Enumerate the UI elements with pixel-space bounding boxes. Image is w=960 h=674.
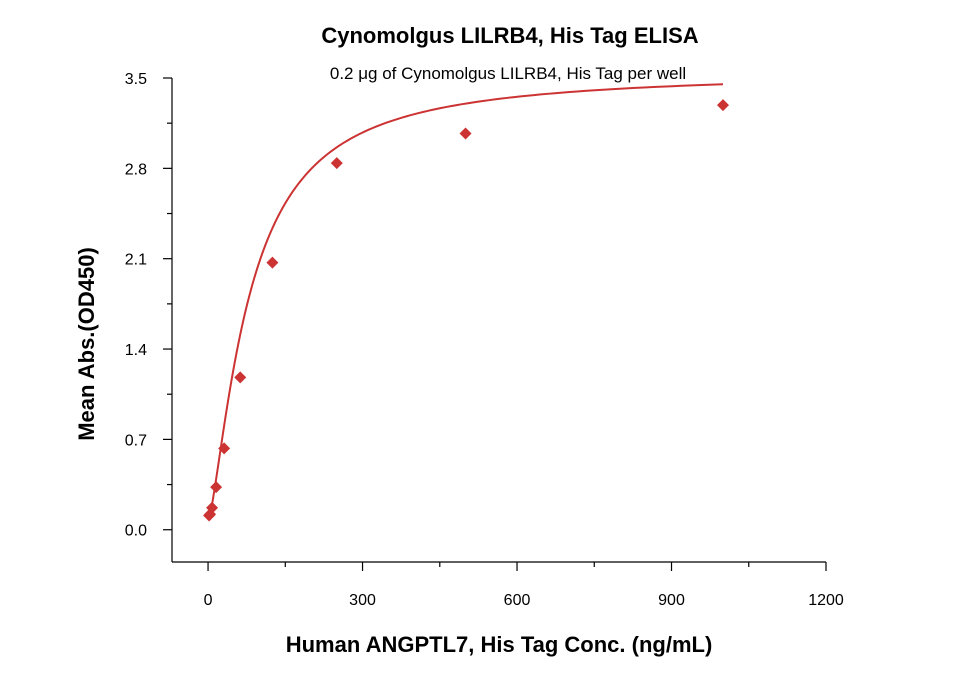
data-point bbox=[266, 256, 279, 269]
fit-curve-group bbox=[208, 83, 724, 519]
x-axis-title: Human ANGPTL7, His Tag Conc. (ng/mL) bbox=[286, 632, 713, 657]
y-tick-label: 2.8 bbox=[125, 161, 147, 178]
y-tick-label: 1.4 bbox=[125, 342, 147, 359]
y-axis-title: Mean Abs.(OD450) bbox=[74, 247, 99, 441]
data-point bbox=[459, 127, 472, 140]
data-point bbox=[717, 99, 730, 112]
x-tick-label: 0 bbox=[204, 592, 213, 609]
y-tick-label: 0.0 bbox=[125, 523, 147, 540]
data-point bbox=[206, 501, 219, 514]
x-tick-label: 300 bbox=[349, 592, 376, 609]
fit-curve bbox=[208, 83, 724, 519]
y-axis-ticks: 0.0 0.7 1.4 2.1 2.8 3.5 bbox=[125, 71, 172, 540]
x-tick-label: 900 bbox=[658, 592, 685, 609]
y-tick-label: 2.1 bbox=[125, 252, 147, 269]
data-point bbox=[204, 508, 217, 521]
chart-subtitle: 0.2 μg of Cynomolgus LILRB4, His Tag per… bbox=[330, 64, 686, 83]
data-point bbox=[330, 157, 343, 170]
data-point bbox=[218, 442, 231, 455]
x-axis-ticks: 0 300 600 900 1200 bbox=[204, 562, 844, 609]
data-points bbox=[203, 99, 730, 522]
y-tick-label: 3.5 bbox=[125, 71, 147, 88]
chart-title: Cynomolgus LILRB4, His Tag ELISA bbox=[321, 23, 698, 48]
data-point bbox=[234, 371, 247, 384]
y-tick-label: 0.7 bbox=[125, 432, 147, 449]
data-point bbox=[210, 481, 223, 494]
x-tick-label: 1200 bbox=[808, 592, 844, 609]
axes bbox=[171, 78, 826, 563]
x-tick-label: 600 bbox=[504, 592, 531, 609]
